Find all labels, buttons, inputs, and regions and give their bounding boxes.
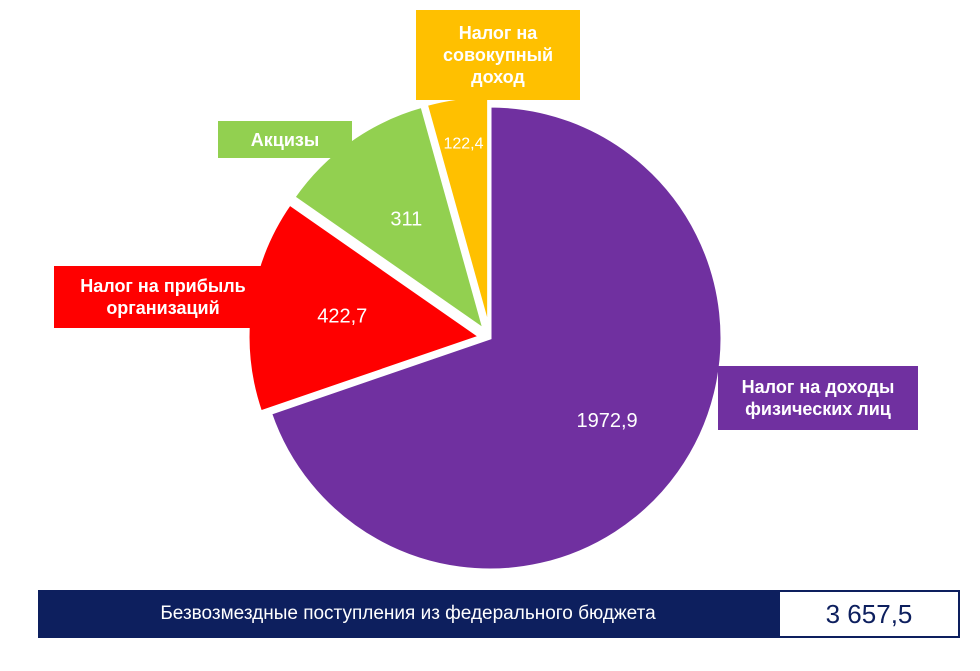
pie-slice-value-label: 122,4: [443, 135, 483, 152]
pie-slice-value-label: 1972,9: [576, 410, 637, 432]
footer-value: 3 657,5: [778, 590, 960, 638]
legend-label-excise: Акцизы: [218, 121, 352, 158]
legend-label-ndfl-text: Налог на доходы физических лиц: [741, 377, 895, 419]
pie-slice-value-label: 311: [390, 208, 422, 230]
legend-label-excise-text: Акцизы: [250, 129, 320, 150]
pie-slice: [268, 104, 724, 572]
legend-label-aggregate-income-tax-text: Налог на совокупный доход: [442, 23, 554, 87]
legend-label-profit-tax-text: Налог на прибыль организаций: [80, 276, 246, 318]
pie-slice-value-label: 422,7: [317, 306, 367, 328]
legend-label-aggregate-income-tax: Налог на совокупный доход: [416, 10, 580, 100]
pie-chart: 1972,9 422,7 311 122,4: [246, 94, 724, 572]
legend-label-profit-tax: Налог на прибыль организаций: [54, 266, 272, 328]
legend-label-ndfl: Налог на доходы физических лиц: [718, 366, 918, 430]
footer-label: Безвозмездные поступления из федеральног…: [38, 590, 778, 638]
footer-bar: Безвозмездные поступления из федеральног…: [38, 590, 960, 638]
